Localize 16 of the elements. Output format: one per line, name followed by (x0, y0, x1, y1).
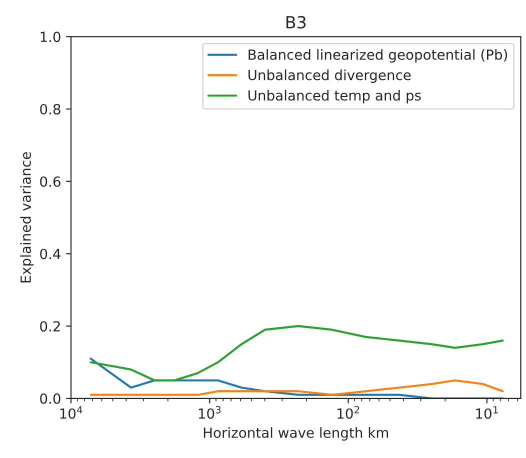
legend-label: Balanced linearized geopotential (Pb) (248, 49, 508, 63)
legend-label: Unbalanced divergence (248, 70, 411, 83)
y-tick-label: 1.0 (40, 32, 60, 42)
x-tick-label: 10$^{2}$ (338, 406, 360, 419)
chart-title: B3 (286, 16, 306, 29)
y-tick-label: 0.2 (40, 321, 60, 332)
y-tick-label: 0.0 (40, 393, 60, 404)
y-tick-label: 0.6 (40, 176, 60, 187)
x-tick-label: 10$^{1}$ (476, 406, 498, 419)
legend-label: Unbalanced temp and ps (248, 90, 421, 104)
y-axis-title: Explained variance (20, 152, 34, 282)
x-axis-title: Horizontal wave length km (204, 427, 388, 441)
x-tick-label: 10$^{3}$ (198, 406, 221, 419)
x-tick-label: 10$^{4}$ (60, 406, 82, 419)
y-tick-label: 0.4 (40, 248, 61, 260)
y-tick-label: 0.8 (40, 104, 60, 114)
